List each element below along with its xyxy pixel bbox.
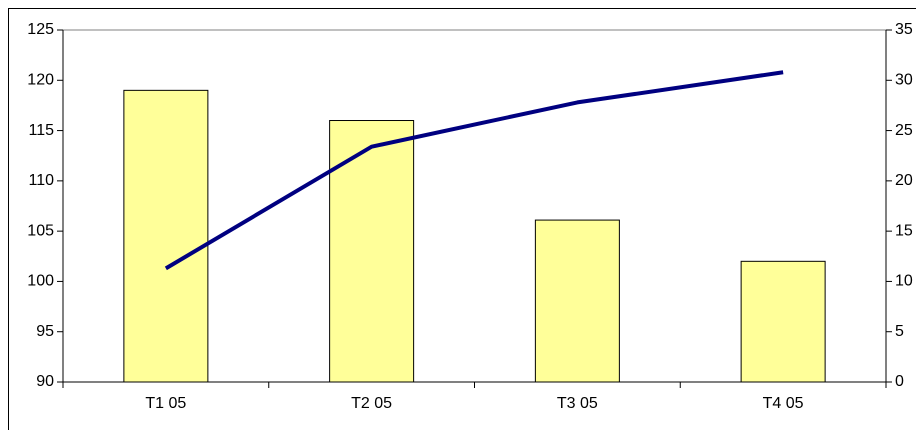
y-tick-label: 120	[27, 72, 54, 89]
y-tick-label: 110	[28, 172, 54, 189]
y2-tick-label: 35	[895, 21, 913, 38]
y2-tick-label: 25	[895, 122, 913, 139]
y-tick-label: 95	[36, 323, 54, 340]
bar	[534, 219, 620, 383]
y-tick-label: 125	[27, 21, 54, 38]
bar	[329, 120, 415, 383]
y-tick-label: 100	[27, 273, 54, 290]
y2-tick-label: 20	[895, 172, 913, 189]
y2-tick-label: 10	[895, 273, 913, 290]
bar	[123, 89, 209, 383]
y2-tick-label: 0	[895, 373, 904, 390]
y2-tick-label: 5	[895, 323, 904, 340]
y2-tick-label: 15	[895, 222, 913, 239]
y-tick-label: 105	[27, 222, 54, 239]
x-tick-label: T2 05	[351, 395, 392, 412]
line	[164, 70, 784, 271]
x-tick-label: T1 05	[145, 395, 186, 412]
x-tick-label: T3 05	[557, 395, 598, 412]
bar	[740, 260, 826, 383]
x-tick-label: T4 05	[763, 395, 804, 412]
y2-tick-label: 30	[895, 72, 913, 89]
y-tick-label: 90	[36, 373, 54, 390]
y-tick-label: 115	[28, 122, 54, 139]
